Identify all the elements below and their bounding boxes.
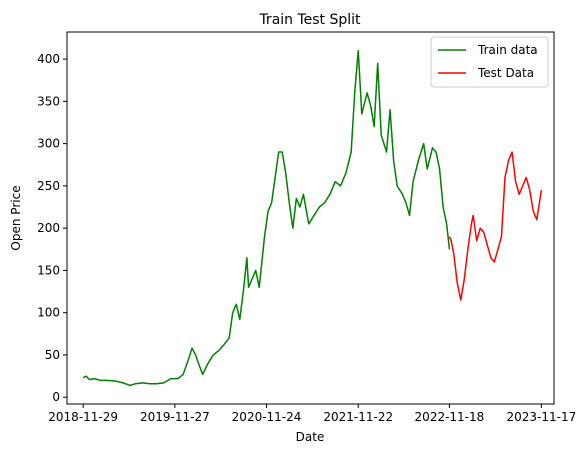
y-axis-label: Open Price [9,185,23,250]
y-tick-label: 50 [45,348,60,362]
y-tick-label: 250 [37,179,60,193]
x-tick-label: 2022-11-18 [415,410,485,424]
y-tick-label: 200 [37,221,60,235]
x-axis: 2018-11-29 2019-11-27 2020-11-24 2021-11-22… [48,404,576,424]
y-tick-label: 400 [37,52,60,66]
x-tick-label: 2023-11-17 [506,410,576,424]
x-tick-label: 2020-11-24 [232,410,302,424]
y-tick-label: 150 [37,263,60,277]
legend-label-test: Test Data [477,66,534,80]
y-tick-label: 350 [37,94,60,108]
chart-title: Train Test Split [258,12,361,28]
plot-frame [66,31,555,405]
y-tick-label: 100 [37,306,60,320]
series-line-test [448,151,543,301]
legend-label-train: Train data [477,43,538,57]
x-tick-label: 2021-11-22 [323,410,393,424]
y-axis: 0 50 100 150 200 250 300 350 400 [37,52,67,404]
series-layer [82,49,543,387]
y-tick-label: 300 [37,137,60,151]
x-tick-label: 2019-11-27 [140,410,210,424]
series-line-train [82,49,451,387]
x-axis-label: Date [296,430,325,444]
legend: Train data Test Data [430,36,549,88]
y-tick-label: 0 [52,390,60,404]
x-tick-label: 2018-11-29 [48,410,118,424]
